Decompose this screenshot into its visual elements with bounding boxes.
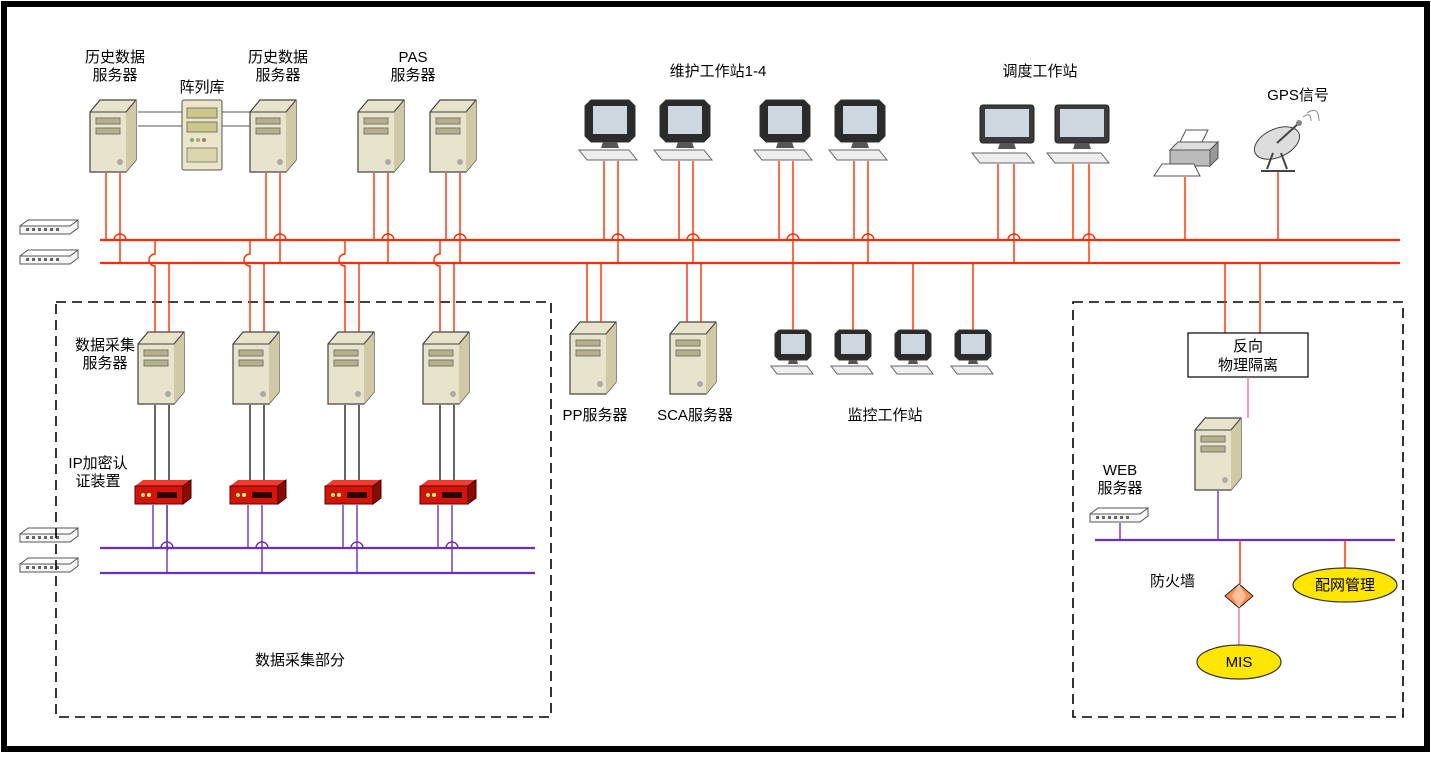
dacq-section-label: 数据采集部分 — [255, 652, 345, 669]
array-label: 阵列库 — [179, 79, 224, 96]
network-diagram: 历史数据 服务器 阵列库 历史数据 服务器 PAS 服务器 维护工作站1-4 — [0, 0, 1431, 753]
dacq-label2: 服务器 — [82, 355, 127, 372]
hist1-label: 历史数据 — [85, 49, 145, 66]
ipenc-label1: IP加密认 — [68, 455, 127, 472]
dispatch-label: 调度工作站 — [1002, 63, 1077, 80]
pasb-label: 服务器 — [390, 67, 435, 84]
reverse-label2: 物理隔离 — [1218, 357, 1278, 374]
dms-label: 配网管理 — [1315, 577, 1375, 594]
hist2b-label: 服务器 — [255, 67, 300, 84]
pas-label: PAS — [399, 49, 428, 66]
firewall-label: 防火墙 — [1150, 573, 1195, 590]
web-label1: WEB — [1103, 462, 1137, 479]
mis-label: MIS — [1226, 654, 1253, 671]
sca-label: SCA服务器 — [657, 407, 733, 424]
maint-label: 维护工作站1-4 — [670, 63, 767, 80]
hist2-label: 历史数据 — [248, 49, 308, 66]
gps-label: GPS信号 — [1267, 87, 1329, 104]
dacq-label1: 数据采集 — [75, 337, 135, 354]
web-label2: 服务器 — [1097, 480, 1142, 497]
hist1b-label: 服务器 — [92, 67, 137, 84]
pp-label: PP服务器 — [562, 407, 627, 424]
reverse-label1: 反向 — [1233, 338, 1263, 355]
monws-label: 监控工作站 — [847, 407, 922, 424]
ipenc-label2: 证装置 — [75, 473, 120, 490]
